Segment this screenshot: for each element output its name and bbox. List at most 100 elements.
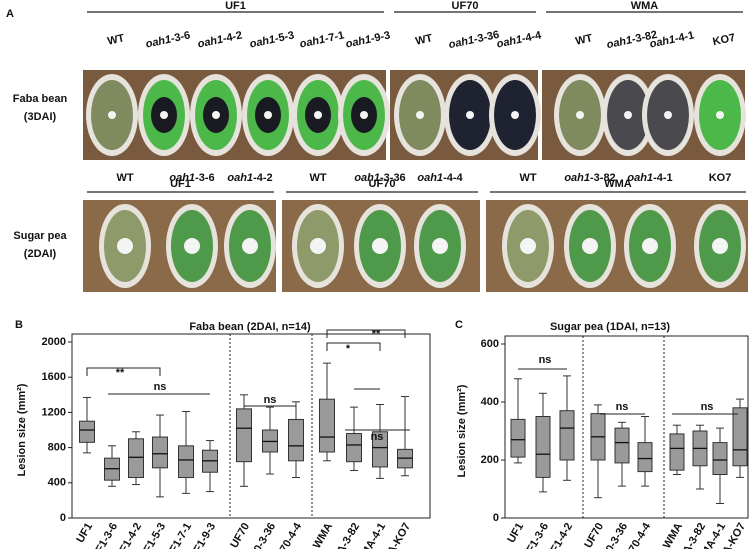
label-part: oah1: [564, 172, 590, 184]
group-label: UF70: [452, 0, 479, 12]
leaf-label: WT: [309, 172, 326, 184]
y-tick-label: 800: [48, 442, 66, 454]
label-part: oah1: [627, 172, 653, 184]
label-part: oah1: [249, 33, 277, 50]
label-part: oah1: [649, 33, 677, 50]
inoculum: [582, 238, 598, 254]
y-tick-label: 200: [481, 454, 499, 466]
label-part: oah1: [496, 33, 524, 50]
bracket: [326, 342, 381, 351]
y-axis-label: Lesion size (mm²): [16, 383, 28, 476]
annotation: **: [372, 328, 381, 340]
x-tick-label: UF1: [505, 521, 526, 545]
chart-title: Faba bean (2DAI, n=14): [189, 321, 311, 333]
inoculum: [360, 111, 368, 119]
box: [712, 442, 728, 476]
annotation: ns: [371, 431, 384, 443]
box: [637, 442, 653, 473]
panel-label: B: [15, 319, 23, 331]
leaf-label: WT: [116, 172, 133, 184]
label-part: KO7: [712, 32, 737, 48]
x-tick-label: UF1: [74, 521, 95, 545]
box: [346, 433, 362, 463]
label-part: oah1: [354, 172, 380, 184]
x-tick-label: UF1-9-3: [188, 521, 219, 549]
species-label: Faba bean: [13, 93, 68, 105]
inoculum: [664, 111, 672, 119]
x-tick-label: WMA-4-1: [354, 521, 388, 549]
leaf-label: oah1-4-2: [197, 29, 244, 50]
box: [128, 438, 144, 479]
label-part: WT: [309, 172, 326, 184]
inoculum: [466, 111, 474, 119]
y-tick-label: 0: [60, 512, 66, 524]
label-part: oah1: [345, 33, 373, 50]
box: [510, 418, 526, 458]
inoculum: [310, 238, 326, 254]
y-tick-label: 1600: [42, 371, 66, 383]
inoculum: [117, 238, 133, 254]
y-tick-label: 600: [481, 338, 499, 350]
time-label: (2DAI): [24, 248, 57, 260]
label-part: oah1: [606, 34, 634, 51]
leaf-label: oah1-5-3: [249, 29, 296, 50]
leaf-label: oah1-3-6: [169, 172, 214, 184]
inoculum: [242, 238, 258, 254]
box: [372, 431, 388, 468]
label-part: -4-2: [222, 29, 244, 45]
y-tick-label: 0: [493, 512, 499, 524]
leaf-label: oah1-3-82: [606, 29, 659, 51]
label-part: -3-6: [170, 29, 192, 45]
bracket: [326, 329, 406, 338]
annotation: ns: [616, 401, 629, 413]
leaf-label: oah1-7-1: [299, 29, 346, 50]
group-label: WMA: [604, 178, 632, 190]
inoculum: [416, 111, 424, 119]
annotation: ns: [701, 401, 714, 413]
leaf-label: oah1-3-36: [448, 29, 501, 51]
x-tick-label: UF1-5-3: [138, 521, 169, 549]
group-label: WMA: [631, 0, 659, 12]
label-part: -7-1: [324, 29, 346, 45]
leaf-label: KO7: [712, 32, 737, 48]
annotation: ns: [539, 354, 552, 366]
inoculum: [712, 238, 728, 254]
label-part: WT: [106, 32, 125, 47]
label-part: -4-1: [653, 172, 673, 184]
panel-label: A: [6, 8, 14, 20]
annotation: ns: [264, 394, 277, 406]
label-part: -4-4: [443, 172, 463, 184]
x-tick-label: UF1-7-1: [164, 521, 195, 549]
label-part: -3-82: [590, 172, 616, 184]
species-label: Sugar pea: [13, 230, 67, 242]
x-tick-label: UF1-4-2: [545, 521, 576, 549]
box: [152, 436, 168, 469]
label-part: oah1: [145, 33, 173, 50]
inoculum: [108, 111, 116, 119]
label-part: oah1: [227, 172, 253, 184]
label-part: -5-3: [274, 29, 296, 45]
annotation: *: [346, 343, 351, 355]
inoculum: [372, 238, 388, 254]
inoculum: [576, 111, 584, 119]
label-part: -3-82: [631, 29, 659, 46]
box: [178, 445, 194, 479]
label-part: -3-6: [195, 172, 215, 184]
label-part: oah1: [169, 172, 195, 184]
group-label: UF1: [170, 178, 191, 190]
box: [614, 427, 630, 464]
leaf-label: oah1-9-3: [345, 29, 392, 50]
label-part: WT: [519, 172, 536, 184]
x-tick-label: UF1-3-6: [521, 521, 552, 549]
leaf-label: WT: [519, 172, 536, 184]
box: [288, 418, 304, 462]
time-label: (3DAI): [24, 111, 57, 123]
inoculum: [212, 111, 220, 119]
inoculum: [184, 238, 200, 254]
inoculum: [520, 238, 536, 254]
label-part: -3-36: [380, 172, 406, 184]
annotation: **: [116, 367, 125, 379]
label-part: -4-2: [253, 172, 273, 184]
inoculum: [511, 111, 519, 119]
